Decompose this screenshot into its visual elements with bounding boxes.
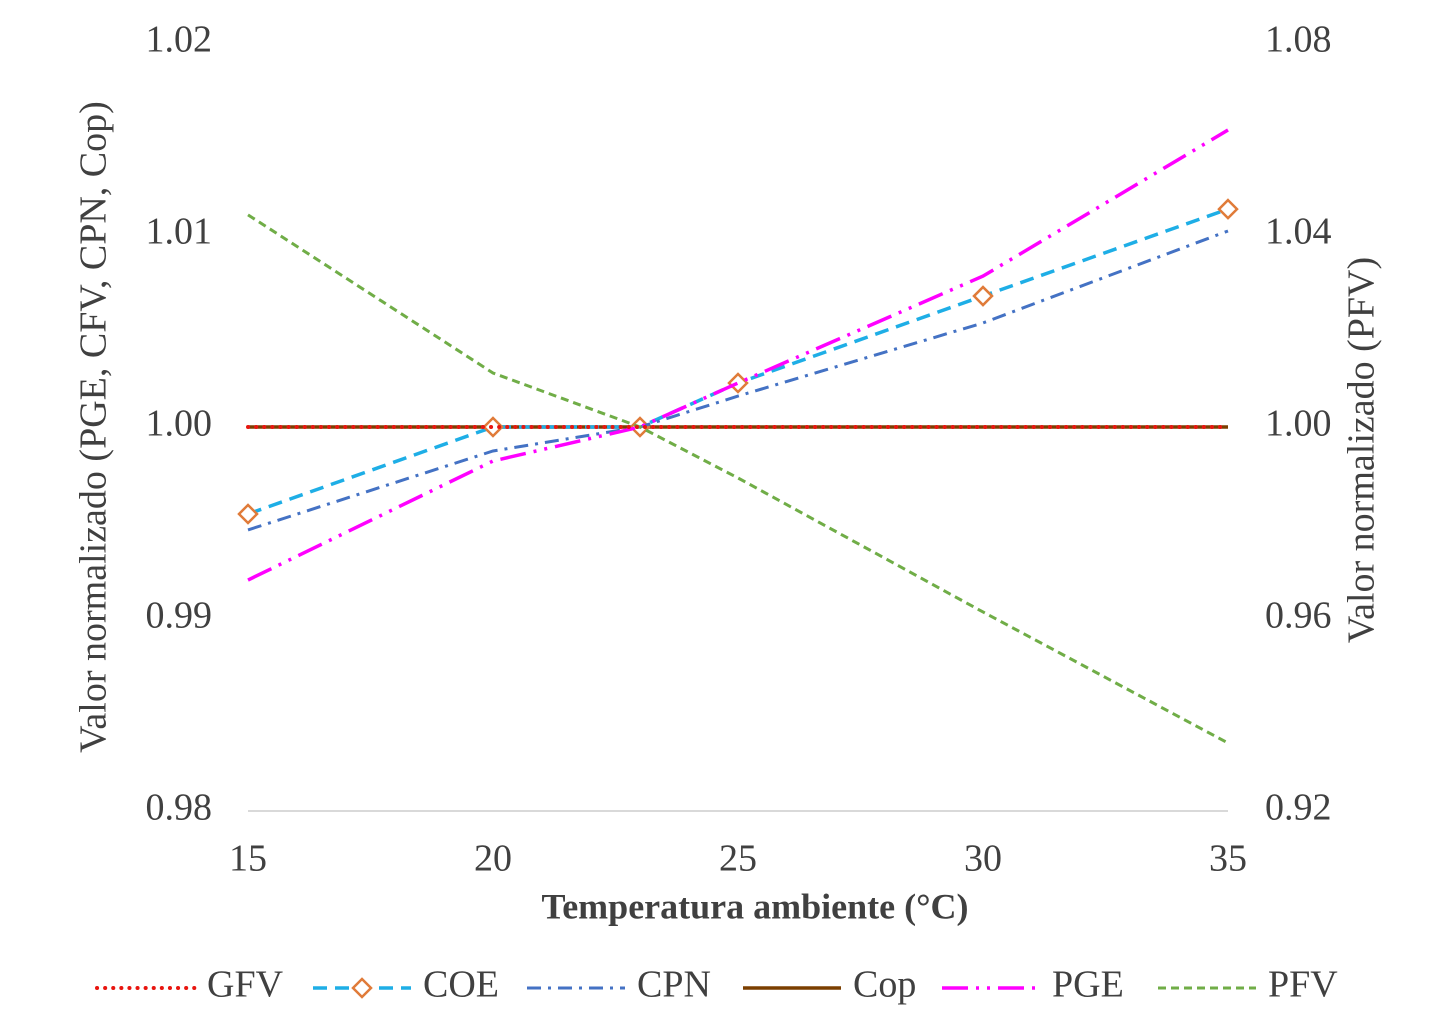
y2-tick-label: 0.92 xyxy=(1265,787,1332,829)
x-axis-label: Temperatura ambiente (°C) xyxy=(542,886,969,926)
data-marker xyxy=(727,372,749,394)
legend-label: PGE xyxy=(1052,964,1124,1006)
y2-tick-label: 1.04 xyxy=(1265,211,1332,253)
y2-tick-label: 1.00 xyxy=(1265,403,1332,445)
series-line xyxy=(247,128,1229,582)
legend-label: PFV xyxy=(1268,964,1338,1006)
data-marker xyxy=(972,285,994,307)
y2-axis-label: Valor normalizado (PFV) xyxy=(1341,257,1383,643)
legend-label: Cop xyxy=(853,964,916,1006)
legend-label: CPN xyxy=(637,964,711,1006)
x-tick-label: 35 xyxy=(1209,838,1247,880)
x-tick-label: 30 xyxy=(964,838,1002,880)
y2-tick-label: 0.96 xyxy=(1265,595,1332,637)
series-line xyxy=(247,207,1229,516)
y-tick-label: 1.01 xyxy=(146,211,213,253)
legend-label: GFV xyxy=(207,964,284,1006)
y-axis-label: Valor normalizado (PGE, CFV, CPN, Cop) xyxy=(73,101,115,753)
x-tick-label: 25 xyxy=(719,838,757,880)
y-tick-label: 1.02 xyxy=(146,19,213,61)
y-tick-label: 0.99 xyxy=(146,595,213,637)
y2-tick-label: 1.08 xyxy=(1265,19,1332,61)
x-tick-label: 20 xyxy=(474,838,512,880)
data-marker xyxy=(1217,198,1239,220)
x-tick-label: 15 xyxy=(229,838,267,880)
series-line xyxy=(247,229,1229,532)
y-tick-label: 0.98 xyxy=(146,787,213,829)
series-line xyxy=(247,213,1229,745)
data-marker xyxy=(237,503,259,525)
legend-marker xyxy=(351,977,373,999)
y-tick-label: 1.00 xyxy=(146,403,213,445)
legend-label: COE xyxy=(423,964,499,1006)
